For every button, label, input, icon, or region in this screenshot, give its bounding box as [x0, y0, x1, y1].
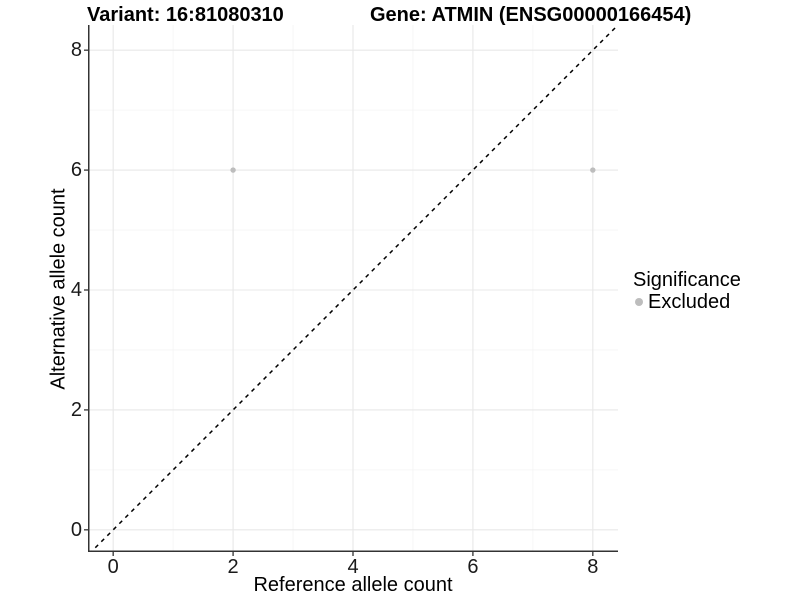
x-tick-label: 4 [347, 556, 359, 578]
x-tick-label: 6 [467, 556, 479, 578]
x-tick-label: 2 [227, 556, 239, 578]
data-point [230, 167, 236, 173]
y-tick-label: 6 [70, 159, 82, 182]
y-tick-label: 4 [70, 278, 82, 301]
legend-item: Excluded [633, 291, 741, 313]
legend-title: Significance [633, 269, 741, 291]
plot-panel [84, 25, 618, 556]
x-tick-label: 8 [587, 556, 599, 578]
legend-item-label: Excluded [648, 291, 731, 313]
legend-point-icon [635, 298, 643, 306]
legend: Significance Excluded [633, 269, 741, 313]
legend-items: Excluded [633, 291, 741, 313]
y-axis-title: Alternative allele count [47, 188, 70, 390]
x-tick-label: 0 [107, 556, 119, 578]
data-point [590, 167, 596, 173]
y-tick-label: 8 [70, 39, 82, 62]
identity-line [89, 25, 618, 552]
panel-content [88, 25, 618, 552]
y-tick-label: 0 [70, 518, 82, 541]
plot-title-gene: Gene: ATMIN (ENSG00000166454) [370, 4, 692, 26]
y-tick-label: 2 [70, 398, 82, 421]
plot-title-variant: Variant: 16:81080310 [87, 4, 284, 26]
x-axis-title: Reference allele count [253, 574, 453, 596]
